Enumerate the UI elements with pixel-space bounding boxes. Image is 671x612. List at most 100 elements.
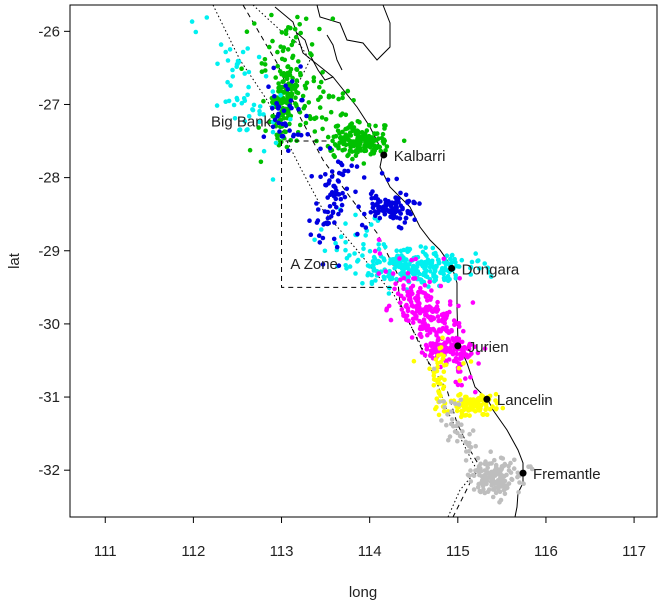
point-blue [398,203,404,208]
point-blue [261,134,267,139]
point-magenta [377,251,383,256]
point-blue [339,171,344,177]
point-green [308,116,313,122]
point-blue [338,196,344,202]
point-yellow [441,369,447,375]
point-green [363,148,369,153]
point-yellow [461,361,466,366]
point-gray [492,457,497,463]
point-cyan [215,61,220,67]
point-blue [403,192,409,198]
point-cyan [413,264,418,270]
point-blue [344,186,350,192]
point-blue [279,133,285,139]
point-cyan [237,127,242,133]
point-blue [305,132,311,137]
point-cyan [257,108,262,114]
point-magenta [419,350,425,355]
point-green [362,131,368,137]
point-blue [405,199,410,204]
point-magenta [459,382,465,388]
point-gray [441,399,447,404]
point-magenta [435,299,440,305]
point-cyan [360,281,365,286]
point-cyan [370,259,376,264]
point-cyan [261,148,267,154]
point-cyan [214,103,220,108]
point-blue [331,201,337,207]
point-gray [502,461,508,467]
point-blue [288,98,294,103]
point-green [300,93,306,99]
x-tick-label: 116 [534,543,558,560]
point-green [349,121,355,126]
point-blue [276,104,281,110]
point-green [270,38,275,44]
point-cyan [367,248,373,254]
x-tick-label: 114 [358,543,382,560]
point-cyan [431,271,437,277]
point-blue [272,94,277,99]
point-cyan [420,249,426,255]
coastline [296,32,334,81]
point-blue [276,120,282,126]
point-green [285,64,291,69]
point-magenta [475,350,481,356]
point-gray [490,476,495,481]
point-gray [490,494,496,500]
town-label: Kalbarri [394,148,446,165]
point-magenta [435,314,441,319]
point-green [259,61,265,66]
point-gray [529,466,535,472]
point-cyan [369,279,375,285]
point-green [303,86,309,91]
point-gray [456,402,462,407]
point-blue [307,218,312,223]
point-blue [286,148,291,153]
point-green [282,57,288,63]
point-gray [463,458,469,463]
point-cyan [376,242,382,247]
point-magenta [401,283,406,288]
point-magenta [428,352,434,357]
point-magenta [404,302,409,308]
point-gray [455,420,461,426]
point-magenta [397,256,402,261]
point-magenta [441,256,447,262]
depth-contour-dotted [252,4,311,96]
point-cyan [288,116,293,122]
point-gray [478,489,483,495]
point-cyan [270,177,276,182]
point-magenta [457,276,463,281]
point-blue [334,244,340,250]
y-axis: -26 -27 -28 -29 -30 -31 -32 [38,23,70,479]
point-blue [340,190,345,196]
point-cyan [242,119,248,124]
point-blue [291,133,296,139]
point-cyan [263,74,269,79]
point-cyan [405,265,411,270]
point-green [286,93,292,98]
point-green [297,22,303,27]
point-cyan [365,263,371,268]
point-green [281,71,287,76]
point-magenta [427,279,433,285]
point-gray [487,461,492,467]
point-blue [331,236,337,242]
point-yellow [438,375,444,381]
point-gray [458,397,464,403]
point-gray [468,468,473,473]
point-yellow [457,378,463,383]
point-cyan [361,246,366,252]
point-yellow [468,359,474,364]
point-green [312,116,318,122]
point-yellow [434,396,440,402]
point-gray [482,461,488,467]
point-cyan [377,259,383,265]
point-yellow [456,365,462,371]
point-magenta [430,342,435,347]
x-tick-label: 111 [94,543,117,560]
point-green [316,97,321,103]
point-gray [500,477,505,482]
